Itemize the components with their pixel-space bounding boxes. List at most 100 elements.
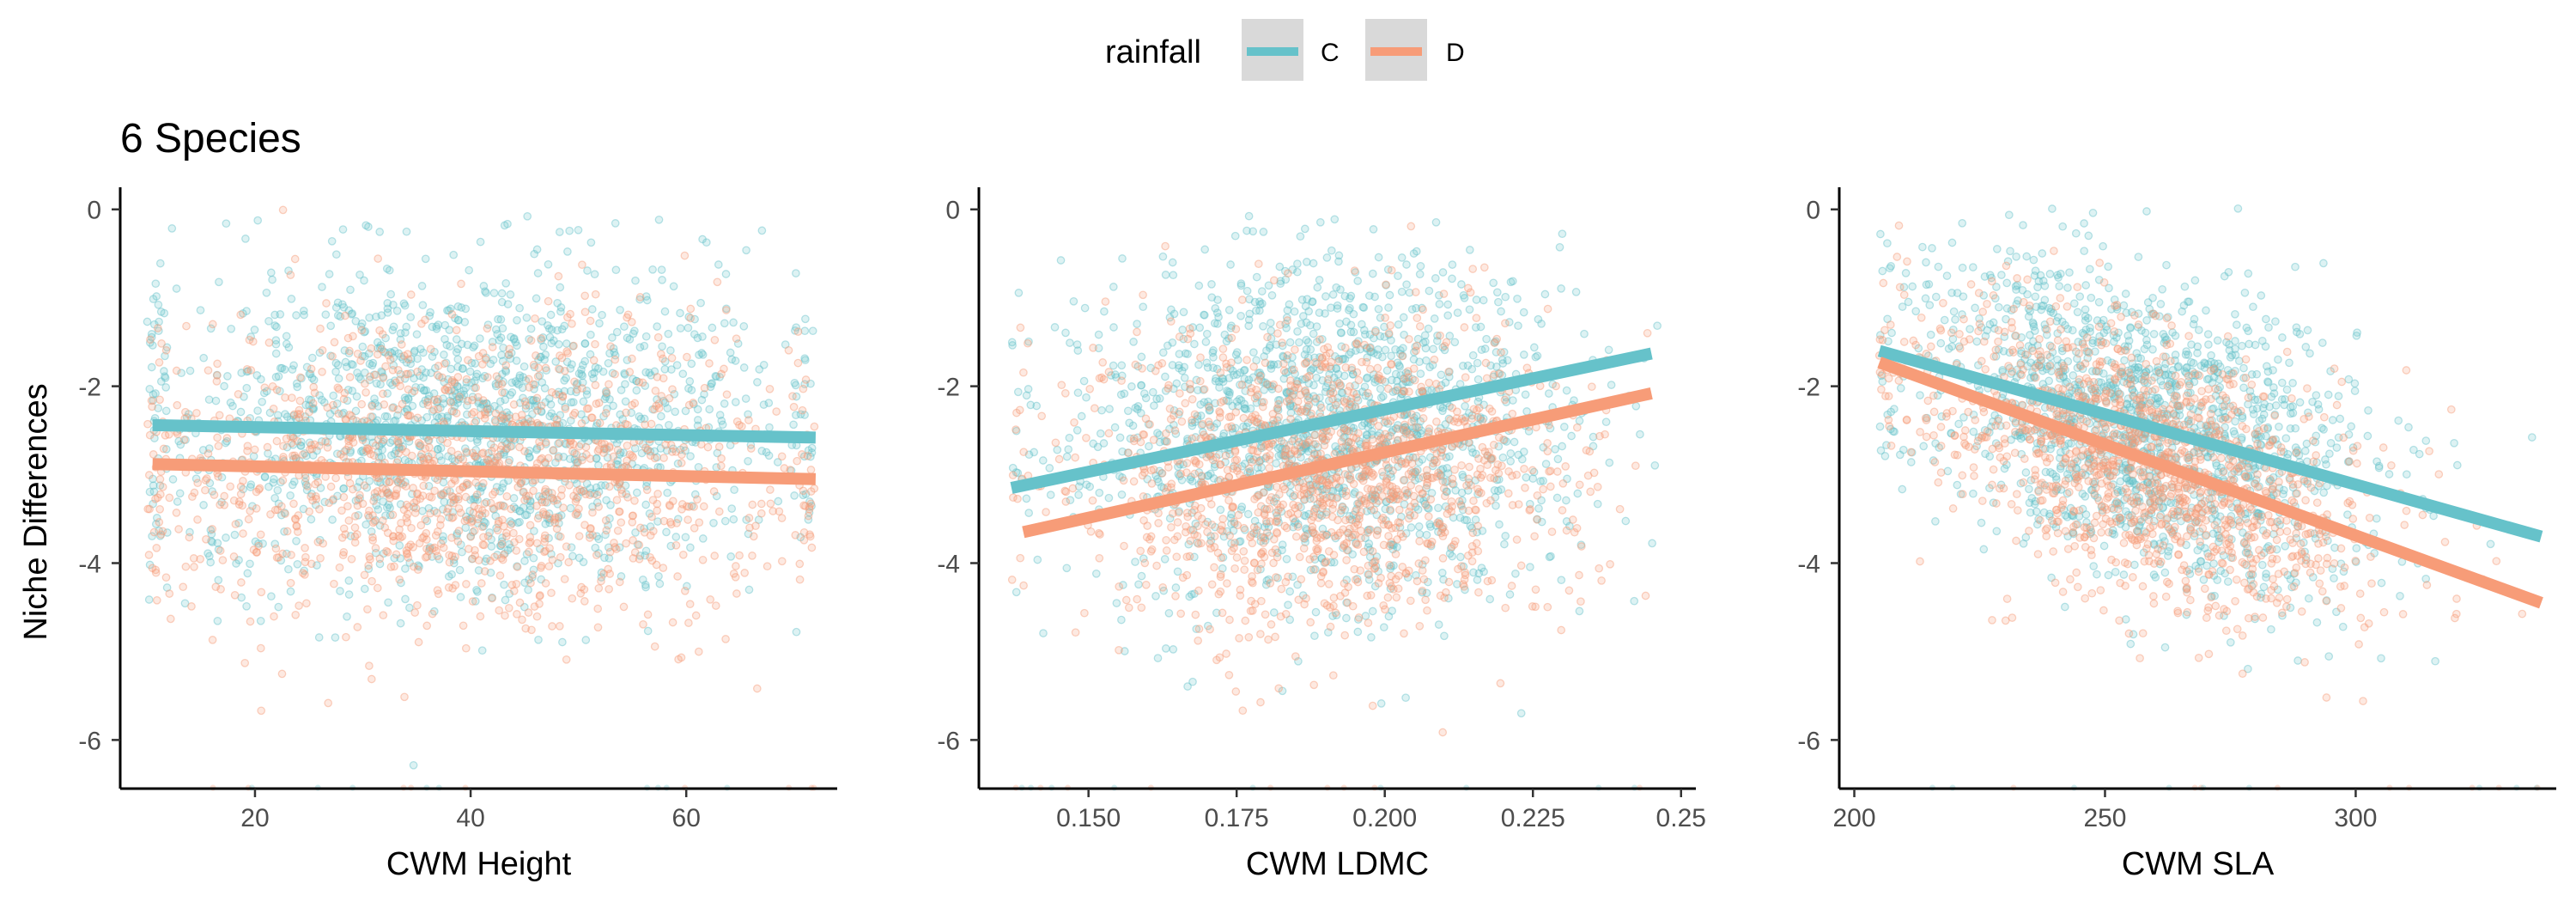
point-d <box>379 374 388 382</box>
point-d <box>587 413 597 423</box>
point-c <box>1024 509 1034 517</box>
point-c <box>789 420 798 430</box>
point-d <box>1124 448 1133 458</box>
point-c <box>1161 271 1170 279</box>
point-c <box>1137 571 1146 581</box>
point-d <box>1115 645 1123 655</box>
point-c <box>185 366 195 375</box>
point-c <box>400 455 410 465</box>
point-c <box>741 394 750 403</box>
point-c <box>1575 606 1584 616</box>
point-c <box>301 480 311 490</box>
point-d <box>558 393 568 401</box>
point-c <box>526 395 536 405</box>
point-c <box>326 321 336 331</box>
plot-title: 6 Species <box>120 116 301 162</box>
point-d <box>1131 360 1140 369</box>
point-d <box>454 455 463 465</box>
point-d <box>677 459 686 467</box>
point-d <box>500 414 508 424</box>
point-c <box>792 269 800 277</box>
point-c <box>461 383 471 393</box>
point-c <box>1330 215 1340 224</box>
point-c <box>463 448 471 458</box>
point-d <box>1467 414 1477 424</box>
point-c <box>501 446 510 454</box>
point-c <box>386 503 394 513</box>
point-d <box>555 438 564 448</box>
point-d <box>650 642 659 651</box>
point-d <box>399 351 409 361</box>
point-d <box>1267 620 1276 629</box>
point-c <box>1259 228 1268 236</box>
point-d <box>305 507 314 516</box>
point-c <box>1511 569 1520 578</box>
point-c <box>479 517 489 527</box>
point-c <box>1105 405 1114 413</box>
point-d <box>657 392 666 400</box>
point-c <box>1026 400 1036 410</box>
point-c <box>792 411 800 420</box>
point-c <box>580 339 590 348</box>
point-c <box>697 349 707 357</box>
point-c <box>331 358 341 368</box>
point-c <box>540 355 549 364</box>
point-c <box>577 369 586 379</box>
point-d <box>601 515 611 525</box>
point-d <box>393 477 402 486</box>
point-d <box>601 409 611 417</box>
point-c <box>241 235 250 243</box>
point-c <box>491 380 501 388</box>
point-c <box>731 357 740 365</box>
point-c <box>528 396 538 405</box>
point-c <box>467 358 477 368</box>
point-c <box>1434 620 1443 629</box>
point-d <box>1482 374 1492 383</box>
point-c <box>1397 253 1406 262</box>
point-d <box>306 445 314 454</box>
point-c <box>1194 386 1202 395</box>
point-d <box>562 655 571 664</box>
point-c <box>1468 350 1478 360</box>
point-c <box>503 300 513 308</box>
point-c <box>1117 361 1127 370</box>
point-d <box>1585 447 1595 456</box>
point-d <box>1438 554 1448 563</box>
point-d <box>269 404 278 413</box>
point-c <box>266 268 276 277</box>
point-d <box>349 332 357 341</box>
point-c <box>1012 588 1021 597</box>
point-c <box>1497 307 1505 316</box>
point-c <box>597 481 606 490</box>
point-c <box>401 564 410 573</box>
point-d <box>1388 466 1397 475</box>
point-d <box>448 513 458 521</box>
point-c <box>379 497 388 506</box>
point-d <box>1266 579 1275 588</box>
point-d <box>213 371 222 380</box>
point-d <box>252 548 262 557</box>
point-c <box>534 635 543 644</box>
point-d <box>684 619 693 627</box>
point-d <box>630 497 639 505</box>
point-d <box>491 409 501 418</box>
point-d <box>464 356 472 365</box>
point-c <box>1395 363 1405 371</box>
point-d <box>680 251 690 260</box>
point-d <box>236 310 246 320</box>
point-d <box>145 430 155 440</box>
point-c <box>1361 612 1370 620</box>
point-d <box>1193 532 1202 540</box>
point-d <box>1158 582 1168 592</box>
point-c <box>370 399 380 408</box>
point-d <box>434 589 443 599</box>
point-c <box>339 485 348 493</box>
point-c <box>1209 346 1218 355</box>
point-c <box>1443 311 1453 320</box>
point-c <box>1290 307 1299 316</box>
point-c <box>1080 303 1090 313</box>
point-c <box>382 412 392 421</box>
point-d <box>301 570 309 579</box>
point-c <box>474 399 483 408</box>
point-c <box>739 363 749 372</box>
